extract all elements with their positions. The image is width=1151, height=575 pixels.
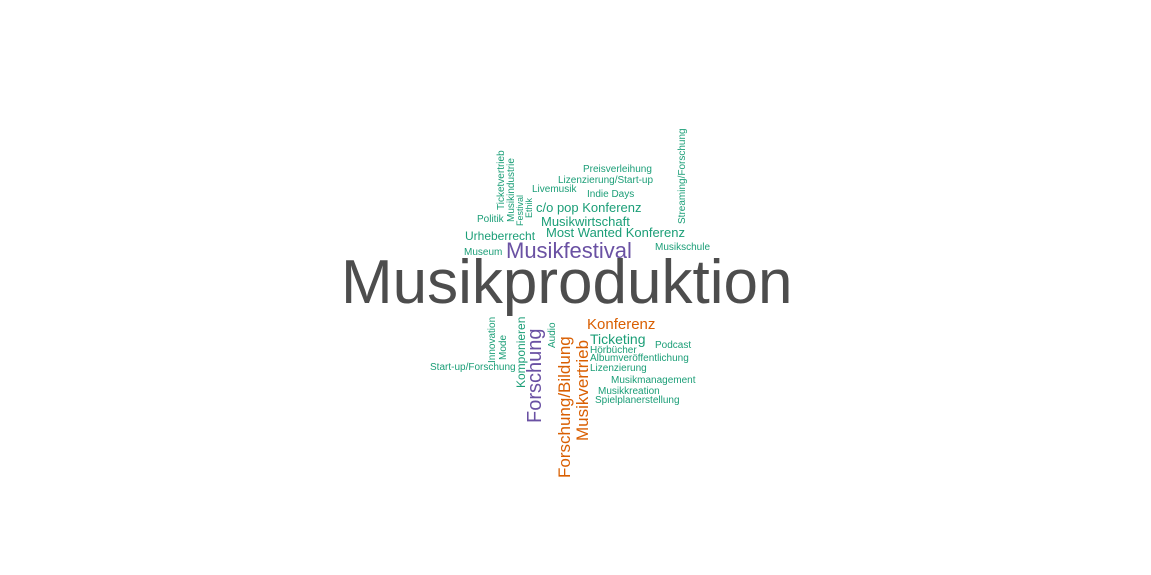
word-forschung-bildung: Forschung/Bildung (555, 336, 574, 478)
word-musikschule: Musikschule (655, 242, 711, 253)
word-innovation: Innovation (487, 316, 498, 363)
word-hoerbuecher: Hörbücher (590, 345, 637, 356)
word-indie-days: Indie Days (587, 189, 635, 200)
word-musikmanagement: Musikmanagement (611, 375, 696, 386)
word-most-wanted-konferenz: Most Wanted Konferenz (546, 225, 685, 240)
word-co-pop-konferenz: c/o pop Konferenz (536, 200, 642, 215)
word-spielplanerstellung: Spielplanerstellung (595, 395, 680, 406)
word-lizenzierung-start-up: Lizenzierung/Start-up (558, 175, 654, 186)
word-albumveroeffentlichung: Albumveröffentlichung (590, 353, 689, 364)
word-musikwirtschaft: Musikwirtschaft (541, 214, 630, 229)
word-lizenzierung: Lizenzierung (590, 363, 647, 374)
word-musikproduktion: Musikproduktion (341, 248, 793, 317)
word-audio: Audio (547, 322, 558, 348)
word-livemusik: Livemusik (532, 184, 577, 195)
word-konferenz: Konferenz (587, 316, 656, 333)
word-forschung: Forschung (524, 328, 546, 424)
word-ethik: Ethik (524, 197, 534, 218)
word-streaming-forschung: Streaming/Forschung (677, 128, 688, 224)
word-ticketing: Ticketing (590, 331, 646, 347)
word-musikfestival: Musikfestival (506, 238, 632, 263)
word-urheberrecht: Urheberrecht (465, 229, 536, 243)
word-podcast: Podcast (655, 340, 692, 351)
word-komponieren: Komponieren (514, 316, 528, 388)
word-musikvertrieb: Musikvertrieb (573, 339, 592, 441)
word-museum: Museum (464, 247, 503, 258)
word-mode: Mode (498, 334, 509, 360)
word-musikkreation: Musikkreation (598, 386, 660, 397)
word-politik: Politik (477, 214, 504, 225)
word-start-up-forschung: Start-up/Forschung (430, 362, 516, 373)
word-preisverleihung: Preisverleihung (583, 164, 652, 175)
